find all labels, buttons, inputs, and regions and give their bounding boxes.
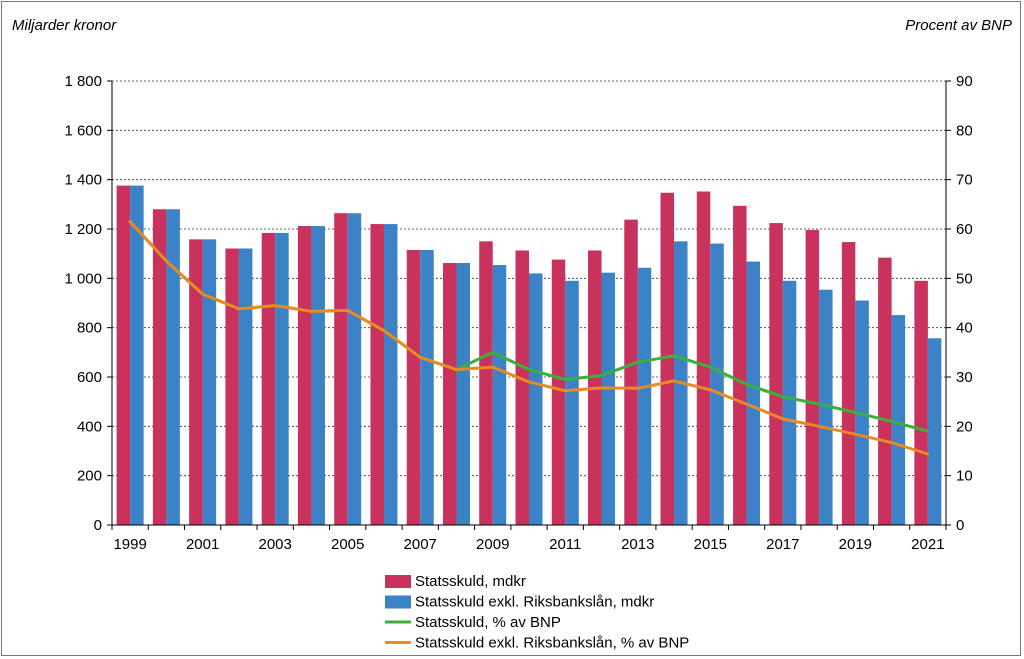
x-tick-label: 2001 <box>186 536 219 553</box>
left-tick-label: 0 <box>94 517 102 534</box>
bar-statsskuld-exkl <box>710 243 724 525</box>
bar-statsskuld <box>189 239 203 526</box>
bar-statsskuld <box>370 224 384 526</box>
bar-statsskuld <box>116 185 131 525</box>
bar-statsskuld <box>515 250 529 525</box>
bar-statsskuld <box>261 232 276 526</box>
bar-statsskuld <box>805 229 820 525</box>
right-axis-unit-label: Procent av BNP <box>905 17 1012 34</box>
legend-label: Statsskuld, % av BNP <box>415 614 561 631</box>
bar-statsskuld <box>733 205 747 525</box>
bar-statsskuld-exkl <box>420 249 434 525</box>
right-tick-label: 80 <box>956 122 973 139</box>
legend-swatch <box>385 575 411 588</box>
legend-swatch <box>385 595 411 609</box>
bar-statsskuld-exkl <box>456 263 470 525</box>
bar-statsskuld-exkl <box>782 280 797 525</box>
bar-statsskuld-exkl <box>529 273 543 525</box>
bar-statsskuld-exkl <box>238 248 253 525</box>
left-axis-unit-label: Miljarder kronor <box>12 17 117 34</box>
bar-statsskuld-exkl <box>383 224 398 526</box>
bar-statsskuld <box>914 280 928 525</box>
bars <box>116 185 942 526</box>
left-tick-label: 1 200 <box>64 221 102 238</box>
bar-statsskuld-exkl <box>130 185 144 525</box>
x-tick-label: 2015 <box>694 536 727 553</box>
right-tick-label: 60 <box>956 221 973 238</box>
bar-statsskuld-exkl <box>166 209 180 525</box>
right-tick-label: 40 <box>956 320 973 337</box>
left-tick-label: 1 000 <box>64 270 102 287</box>
bar-statsskuld-exkl <box>601 272 616 525</box>
x-tick-label: 2021 <box>911 536 944 553</box>
x-tick-label: 2013 <box>621 536 654 553</box>
x-tick-label: 2003 <box>258 536 291 553</box>
x-tick-label: 2007 <box>404 536 437 553</box>
right-tick-label: 10 <box>956 468 973 485</box>
left-tick-label: 800 <box>77 320 102 337</box>
legend-label: Statsskuld exkl. Riksbankslån, % av BNP <box>415 635 689 652</box>
bar-statsskuld-exkl <box>275 232 289 526</box>
bar-statsskuld-exkl <box>819 289 833 525</box>
right-tick-label: 50 <box>956 270 973 287</box>
bar-statsskuld-exkl <box>311 226 325 526</box>
bar-statsskuld <box>551 259 566 525</box>
bar-statsskuld-exkl <box>927 338 942 525</box>
bar-statsskuld-exkl <box>637 267 652 525</box>
bar-statsskuld <box>660 192 675 526</box>
bar-statsskuld-exkl <box>746 261 761 525</box>
bar-statsskuld-exkl <box>565 280 579 525</box>
x-tick-label: 2011 <box>549 536 581 553</box>
bar-statsskuld <box>225 248 239 525</box>
x-tick-label: 2019 <box>839 536 872 553</box>
x-tick-label: 2017 <box>766 536 799 553</box>
bar-statsskuld-exkl <box>492 265 507 525</box>
bar-statsskuld <box>297 226 312 526</box>
series-lines <box>128 220 930 456</box>
x-tick-label: 1999 <box>113 536 146 553</box>
bar-statsskuld <box>442 263 457 525</box>
right-tick-label: 70 <box>956 172 973 189</box>
right-tick-label: 90 <box>956 73 973 90</box>
bar-statsskuld <box>152 209 167 525</box>
bar-statsskuld <box>406 249 421 525</box>
left-tick-label: 1 600 <box>64 122 102 139</box>
left-tick-label: 1 400 <box>64 172 102 189</box>
bar-statsskuld <box>841 242 856 525</box>
bar-statsskuld <box>479 241 493 526</box>
left-tick-label: 600 <box>77 369 102 386</box>
x-tick-label: 2005 <box>331 536 364 553</box>
bar-statsskuld <box>624 219 638 526</box>
bar-statsskuld <box>769 223 783 525</box>
legend-label: Statsskuld exkl. Riksbankslån, mdkr <box>415 594 654 611</box>
bar-statsskuld-exkl <box>891 315 906 525</box>
legend: Statsskuld, mdkr Statsskuld exkl. Riksban… <box>385 573 689 652</box>
right-tick-label: 20 <box>956 418 973 435</box>
legend-label: Statsskuld, mdkr <box>415 573 526 590</box>
x-tick-label: 2009 <box>476 536 509 553</box>
bar-statsskuld-exkl <box>202 239 217 526</box>
right-tick-label: 30 <box>956 369 973 386</box>
bar-statsskuld-exkl <box>347 213 362 526</box>
right-tick-label: 0 <box>956 517 964 534</box>
left-tick-label: 400 <box>77 418 102 435</box>
left-tick-label: 1 800 <box>64 73 102 90</box>
line-statsskuld-exkl-pct <box>128 220 930 456</box>
axes: 0 0 200 10 400 20 600 30 800 40 1 000 50 1 200 60 1 40… <box>64 73 972 553</box>
left-tick-label: 200 <box>77 468 102 485</box>
bar-statsskuld <box>334 213 348 526</box>
bar-statsskuld <box>696 191 711 526</box>
bar-statsskuld <box>878 257 892 525</box>
